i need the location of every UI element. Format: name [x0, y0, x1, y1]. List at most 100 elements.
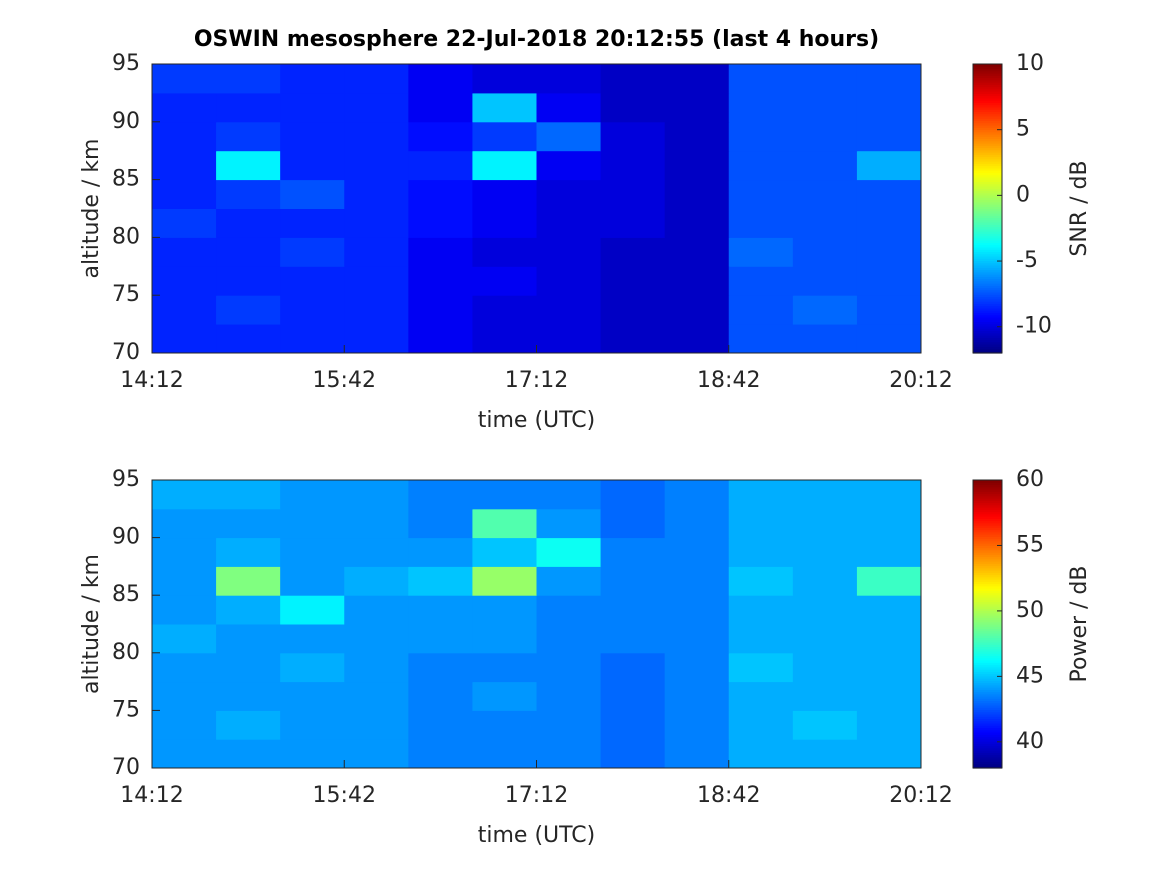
colorbar-segment [973, 759, 1002, 762]
colorbar-segment [973, 208, 1002, 212]
colorbar-segment [973, 680, 1002, 684]
heatmap-cell [344, 739, 409, 769]
heatmap-cell [344, 92, 409, 123]
colorbar-segment [973, 716, 1002, 720]
colorbar-segment [973, 131, 1002, 135]
colorbar-label: Power / dB [1067, 566, 1092, 683]
heatmap-cell [664, 64, 730, 94]
heatmap-cell [728, 508, 794, 539]
heatmap-cell [600, 92, 666, 123]
colorbar-segment [973, 237, 1002, 241]
heatmap-cell [792, 150, 858, 181]
heatmap-cell [600, 64, 666, 94]
heatmap [152, 64, 922, 354]
heatmap-cell [728, 266, 794, 296]
colorbar-segment [973, 199, 1002, 203]
chart-title: OSWIN mesosphere 22-Jul-2018 20:12:55 (l… [194, 27, 879, 52]
colorbar-segment [973, 242, 1002, 246]
heatmap-cell [856, 208, 922, 238]
colorbar-segment [973, 181, 1002, 185]
heatmap-cell [728, 208, 794, 238]
colorbar-segment [973, 565, 1002, 569]
colorbar-segment [973, 109, 1002, 113]
heatmap-cell [728, 480, 794, 510]
heatmap-cell [216, 92, 281, 123]
y-tick-label: 95 [112, 51, 140, 76]
heatmap-cell [280, 739, 345, 769]
colorbar-segment [973, 509, 1002, 513]
colorbar-segment [973, 642, 1002, 645]
colorbar-segment [973, 77, 1002, 81]
heatmap-cell [280, 566, 345, 596]
heatmap-cell [792, 595, 858, 625]
colorbar-segment [973, 705, 1002, 708]
heatmap-cell [280, 237, 345, 267]
colorbar-segment [973, 253, 1002, 257]
colorbar-segment [973, 484, 1002, 488]
colorbar-segment [973, 635, 1002, 639]
heatmap-cell [664, 121, 730, 152]
heatmap-cell [856, 739, 922, 769]
colorbar-segment [973, 511, 1002, 515]
colorbar-segment [973, 185, 1002, 189]
heatmap-cell [536, 624, 602, 654]
heatmap-cell [408, 508, 473, 539]
colorbar-segment [973, 176, 1002, 180]
y-tick-label: 80 [112, 640, 140, 665]
heatmap-cell [408, 295, 473, 325]
colorbar-segment [973, 145, 1002, 149]
colorbar-segment [973, 111, 1002, 115]
heatmap-cell [728, 92, 794, 123]
colorbar-segment [973, 161, 1002, 164]
colorbar-segment [973, 540, 1002, 544]
heatmap-cell [152, 537, 217, 567]
heatmap-cell [152, 739, 217, 769]
colorbar-segment [973, 113, 1002, 117]
colorbar-segment [973, 698, 1002, 702]
colorbar-segment [973, 183, 1002, 187]
heatmap-cell [856, 595, 922, 625]
colorbar-segment [973, 738, 1002, 742]
colorbar-segment [973, 567, 1002, 571]
colorbar-segment [973, 583, 1002, 587]
y-tick-label: 70 [112, 755, 140, 780]
colorbar-segment [973, 301, 1002, 304]
colorbar-segment [973, 500, 1002, 504]
y-tick-label: 95 [112, 467, 140, 492]
x-tick-label: 14:12 [120, 783, 183, 808]
heatmap-cell [472, 150, 537, 181]
y-tick-label: 85 [112, 167, 140, 192]
heatmap-cell [152, 710, 217, 740]
colorbar-segment [973, 70, 1002, 74]
colorbar-segment [973, 258, 1002, 262]
heatmap-cell [856, 179, 922, 209]
heatmap-cell [408, 121, 473, 152]
colorbar-segment [973, 104, 1002, 108]
colorbar-segment [973, 718, 1002, 722]
heatmap-cell [472, 624, 537, 654]
x-axis-label: time (UTC) [478, 823, 595, 848]
colorbar-segment [973, 337, 1002, 341]
heatmap-cell [600, 266, 666, 296]
colorbar-segment [973, 711, 1002, 715]
colorbar-segment [973, 226, 1002, 230]
heatmap-cell [536, 64, 602, 94]
colorbar-segment [973, 154, 1002, 158]
heatmap-cell [728, 237, 794, 267]
colorbar-segment [973, 576, 1002, 580]
colorbar-segment [973, 754, 1002, 758]
colorbar-segment [973, 127, 1002, 131]
colorbar-segment [973, 633, 1002, 636]
heatmap-cell [472, 208, 537, 238]
heatmap-cell [792, 208, 858, 238]
heatmap-cell [664, 537, 730, 567]
heatmap-cell [344, 595, 409, 625]
heatmap-cell [344, 266, 409, 296]
heatmap-cell [152, 92, 217, 123]
heatmap-cell [216, 537, 281, 567]
heatmap-cell [728, 295, 794, 325]
colorbar-segment [973, 561, 1002, 564]
heatmap-cell [600, 121, 666, 152]
x-tick-label: 18:42 [697, 783, 760, 808]
colorbar-segment [973, 188, 1002, 192]
